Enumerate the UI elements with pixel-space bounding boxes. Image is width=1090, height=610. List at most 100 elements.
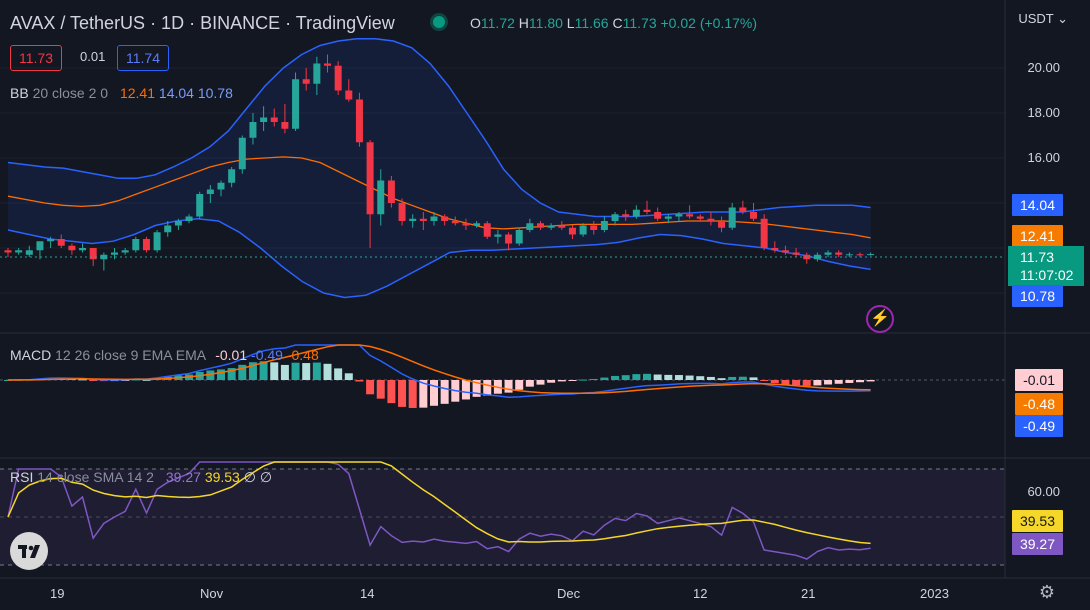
candle-body (89, 248, 97, 260)
close-value: 11.73 (622, 15, 657, 31)
macd-hist-bar (728, 376, 737, 380)
macd-hist-bar (206, 370, 215, 380)
bb-upper-line (7, 37, 871, 218)
macd-hist-bar (856, 380, 864, 383)
candle-body (355, 99, 363, 143)
macd-hist-bar (355, 380, 364, 382)
candle-body (526, 223, 534, 230)
macd-hist-bar (472, 380, 481, 397)
candle-body (185, 216, 193, 221)
candle-body (856, 254, 864, 256)
rsi-sma-line (7, 461, 871, 545)
bb-legend-mid: 12.41 (119, 85, 156, 101)
rsi-legend-name: RSI (10, 469, 34, 485)
macd-line-tag: -0.49 (1015, 415, 1063, 437)
bar-countdown: 11:07:02 (1020, 267, 1074, 283)
macd-hist-bar (824, 380, 833, 385)
bb-legend[interactable]: BB 20 close 2 0 12.41 14.04 10.78 (10, 85, 233, 101)
macd-hist-bar (323, 363, 332, 380)
candle-body (324, 63, 331, 66)
lightning-icon[interactable]: ⚡ (866, 305, 894, 333)
macd-hist-bar (749, 377, 758, 380)
macd-hist-bar (387, 380, 396, 404)
candle-body (845, 254, 853, 256)
candle-body (664, 216, 672, 219)
candle-body (505, 234, 513, 244)
time-label-nov: Nov (200, 586, 224, 601)
open-label: O (470, 15, 481, 31)
candle-body (537, 223, 544, 228)
macd-hist-bar (259, 361, 268, 380)
buy-button[interactable]: 11.74 (117, 45, 169, 71)
close-label: C (612, 15, 623, 31)
candle-body (643, 209, 651, 212)
macd-hist-bar (334, 368, 343, 380)
candle-body (473, 223, 481, 226)
currency-selector[interactable]: USDT ⌄ (1018, 11, 1068, 27)
macd-hist-bar (366, 380, 375, 395)
candle-body (79, 248, 87, 251)
price-tick-18: 18.00 (1027, 105, 1060, 120)
last-price-tag: 11.73 11:07:02 (1008, 246, 1084, 286)
macd-hist-bar (89, 380, 98, 381)
macd-hist-bar (674, 375, 683, 380)
candle-body (36, 241, 44, 251)
candle-body (387, 180, 395, 203)
candle-body (164, 225, 172, 233)
candle-body (547, 225, 555, 228)
macd-hist-bar (834, 380, 843, 384)
macd-legend-signal: -0.48 (286, 347, 319, 363)
macd-hist-bar (270, 362, 279, 380)
gear-icon[interactable]: ⚙ (1038, 582, 1055, 602)
chart-title: AVAX / TetherUS · 1D · BINANCE · Trading… (10, 13, 395, 33)
macd-hist-bar (643, 373, 651, 380)
candle-body (515, 230, 523, 244)
candle-body (451, 221, 459, 224)
macd-hist-bar (515, 380, 524, 390)
rsi-tick-60: 60.00 (1027, 484, 1060, 499)
candle-body (302, 79, 310, 84)
macd-hist-bar (600, 377, 609, 380)
macd-hist-bar (706, 376, 715, 380)
time-label-dec: Dec (557, 586, 581, 601)
candle-body (483, 223, 491, 237)
rsi-legend[interactable]: RSI 14 close SMA 14 2 39.27 39.53 ∅ ∅ (10, 469, 272, 486)
candle-body (867, 254, 875, 256)
macd-hist-bar (142, 379, 151, 381)
candle-body (590, 225, 598, 230)
macd-hist-bar (440, 380, 449, 404)
candle-body (750, 212, 757, 219)
macd-legend[interactable]: MACD 12 26 close 9 EMA EMA -0.01 -0.49 -… (10, 347, 319, 363)
candle-body (409, 218, 417, 221)
macd-hist-bar (525, 380, 534, 387)
rsi-legend-params: 14 close SMA 14 2 (37, 469, 154, 485)
macd-hist-bar (78, 379, 87, 381)
macd-hist-bar (344, 373, 353, 380)
candle-body (249, 122, 257, 138)
rsi-legend-sma: 39.53 (204, 469, 240, 485)
macd-hist-bar (419, 380, 428, 408)
candle-body (835, 252, 843, 255)
spread-value: 0.01 (80, 49, 106, 64)
candle-body (419, 218, 427, 221)
macd-hist-bar (227, 368, 236, 380)
tradingview-logo[interactable] (10, 532, 48, 570)
macd-hist-bar (557, 380, 566, 382)
time-label-19: 19 (50, 586, 65, 601)
macd-hist-bar (579, 379, 588, 381)
candle-body (4, 250, 12, 253)
last-price-value: 11.73 (1020, 249, 1054, 265)
candle-body (313, 63, 321, 84)
candle-body (111, 252, 118, 255)
macd-legend-macd: -0.49 (251, 347, 283, 363)
macd-hist-bar (845, 380, 854, 383)
bb-basis-line (7, 156, 871, 239)
candle-body (15, 250, 23, 253)
candle-body (174, 221, 182, 226)
macd-hist-bar (430, 380, 438, 406)
candle-body (675, 214, 683, 217)
sell-button[interactable]: 11.73 (10, 45, 62, 71)
candle-body (707, 218, 715, 221)
candle-body (334, 65, 342, 91)
